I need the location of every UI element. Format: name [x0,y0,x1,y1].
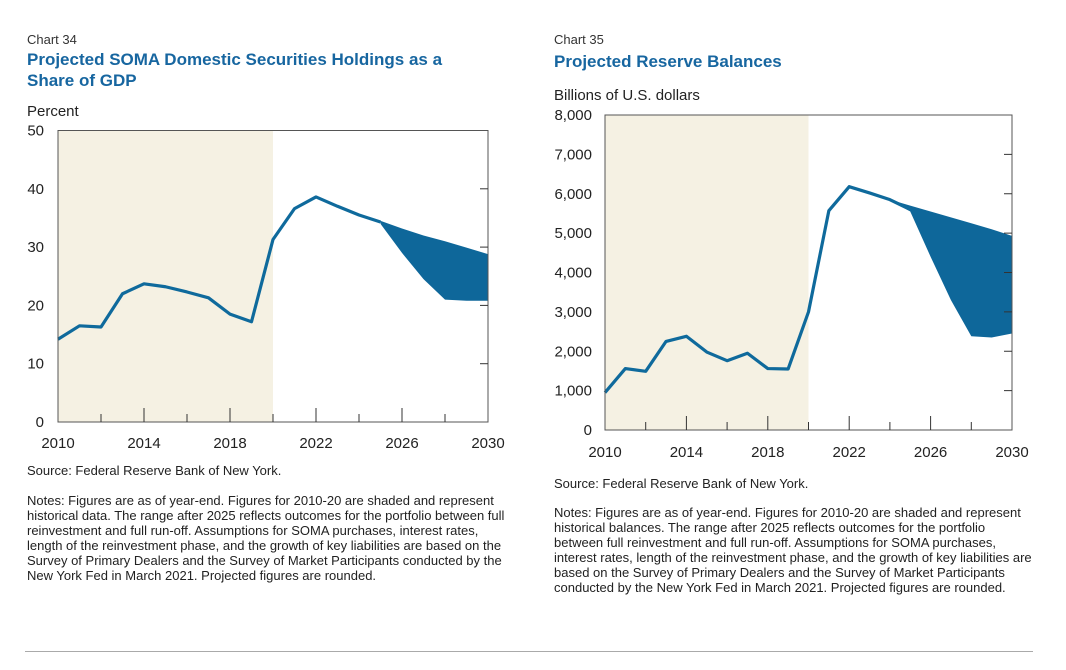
chart34-number: Chart 34 [27,32,77,47]
chart35-xtick-label: 2030 [995,444,1028,461]
chart35-historical-shade [605,115,809,430]
chart35-ytick-label: 2,000 [554,343,592,360]
chart35-ytick-label: 6,000 [554,186,592,203]
chart35-ytick-label: 8,000 [554,107,592,124]
chart34-xtick-label: 2014 [127,435,160,452]
chart35-ylabel: Billions of U.S. dollars [554,87,700,104]
chart35-xtick-label: 2014 [670,444,703,461]
chart35-notes: Notes: Figures are as of year-end. Figur… [554,505,1032,595]
chart34-ytick-label: 0 [36,414,44,431]
chart35-ytick-label: 7,000 [554,146,592,163]
chart34-ylabel: Percent [27,103,79,120]
chart35-xtick-label: 2026 [914,444,947,461]
chart34-xtick-label: 2018 [213,435,246,452]
chart34-xtick-label: 2026 [385,435,418,452]
chart35-ytick-label: 5,000 [554,225,592,242]
chart34-projection-range [380,220,488,301]
chart34-xtick-label: 2022 [299,435,332,452]
chart34-ytick-label: 20 [27,297,44,314]
chart35-ytick-label: 0 [584,422,592,439]
chart35-projection-range [889,199,1012,338]
chart35-ytick-label: 3,000 [554,304,592,321]
chart35-xtick-label: 2022 [833,444,866,461]
chart34-xtick-label: 2010 [41,435,74,452]
chart34-xtick-label: 2030 [471,435,504,452]
chart34-series-line [57,195,381,341]
chart35-source: Source: Federal Reserve Bank of New York… [554,476,809,491]
chart34-notes: Notes: Figures are as of year-end. Figur… [27,493,505,583]
chart35-number: Chart 35 [554,32,604,47]
chart34-title: Projected SOMA Domestic Securities Holdi… [27,50,443,90]
chart35-series-line [603,185,911,394]
chart35-ytick-label: 4,000 [554,265,592,282]
chart35-xtick-label: 2010 [588,444,621,461]
chart34-source: Source: Federal Reserve Bank of New York… [27,463,282,478]
bottom-divider [25,651,1033,652]
chart34-ytick-label: 10 [27,356,44,373]
chart34-ytick-label: 50 [27,123,44,140]
chart35-ytick-label: 1,000 [554,383,592,400]
chart34-historical-shade [58,130,273,422]
chart34-ytick-label: 40 [27,181,44,198]
chart35-title: Projected Reserve Balances [554,52,782,71]
chart34-ytick-label: 30 [27,239,44,256]
chart35-xtick-label: 2018 [751,444,784,461]
